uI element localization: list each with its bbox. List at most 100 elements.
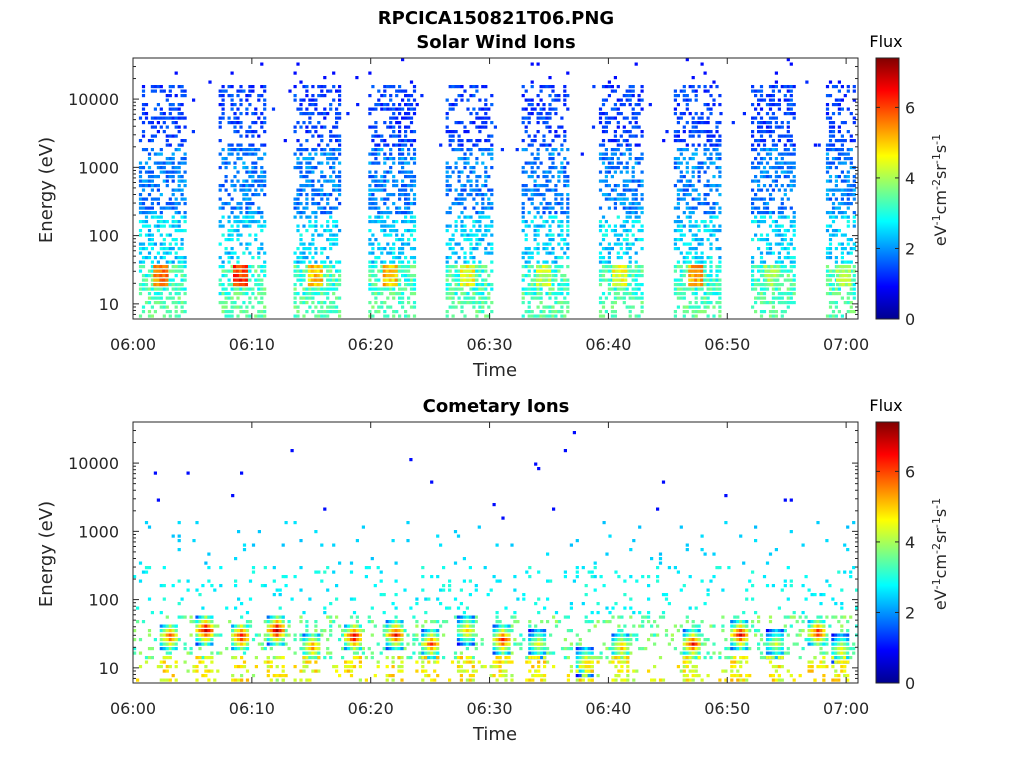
heatmap-cell: [218, 278, 222, 282]
heatmap-cell: [398, 112, 402, 116]
heatmap-cell: [326, 229, 330, 233]
heatmap-cell: [168, 170, 172, 174]
heatmap-cell: [792, 85, 796, 89]
heatmap-cell: [383, 260, 387, 264]
x-axis-label-solar-wind: Time: [472, 360, 517, 381]
heatmap-cell: [706, 238, 710, 242]
heatmap-cell: [852, 310, 856, 314]
heatmap-cell: [843, 233, 847, 237]
heatmap-cell: [767, 274, 771, 278]
heatmap-cell: [789, 260, 793, 264]
heatmap-cell: [395, 233, 399, 237]
heatmap-cell: [825, 314, 830, 318]
heatmap-cell: [320, 148, 324, 152]
heatmap-cell: [533, 292, 537, 296]
heatmap-cell: [451, 274, 455, 278]
heatmap-cell: [843, 161, 847, 165]
heatmap-cell: [398, 157, 402, 161]
heatmap-cell: [618, 274, 622, 278]
heatmap-cell: [697, 278, 701, 282]
heatmap-cell: [524, 116, 528, 120]
heatmap-cell: [634, 143, 638, 147]
heatmap-cell: [478, 242, 482, 246]
heatmap-cell: [688, 242, 692, 246]
heatmap-cell: [239, 121, 243, 125]
heatmap-cell: [248, 251, 252, 255]
heatmap-cell: [239, 112, 243, 116]
heatmap-cell: [368, 251, 372, 255]
heatmap-cell: [673, 89, 677, 93]
heatmap-cell: [618, 278, 622, 282]
heatmap-cell: [773, 283, 777, 287]
heatmap-cell: [834, 229, 838, 233]
heatmap-cell: [141, 179, 146, 183]
heatmap-cell: [757, 179, 761, 183]
heatmap-cell: [404, 206, 408, 210]
heatmap-cell: [230, 305, 234, 309]
heatmap-cell: [374, 296, 378, 300]
heatmap-cell: [326, 202, 330, 206]
heatmap-cell: [757, 98, 761, 102]
heatmap-cell: [718, 287, 722, 291]
heatmap-cell: [774, 314, 778, 318]
heatmap-cell: [153, 197, 157, 201]
heatmap-cell: [263, 638, 267, 642]
heatmap-cell: [144, 206, 149, 210]
heatmap-cell: [706, 107, 710, 111]
heatmap-cell: [566, 247, 570, 251]
heatmap-cell: [566, 148, 570, 152]
heatmap-cell: [536, 292, 540, 296]
heatmap-cell: [180, 112, 184, 116]
heatmap-cell: [314, 202, 318, 206]
heatmap-cell: [694, 238, 698, 242]
heatmap-cell: [481, 215, 485, 219]
heatmap-cell: [392, 161, 396, 165]
heatmap-cell: [718, 265, 722, 269]
heatmap-cell: [221, 292, 225, 296]
heatmap-cell: [774, 121, 778, 125]
heatmap-cell: [566, 184, 570, 188]
heatmap-cell: [634, 220, 638, 224]
heatmap-cell: [616, 251, 620, 255]
heatmap-cell: [323, 247, 327, 251]
heatmap-cell: [263, 152, 267, 156]
heatmap-cell: [314, 629, 318, 633]
heatmap-cell: [329, 238, 333, 242]
heatmap-cell: [305, 94, 309, 98]
heatmap-cell: [545, 148, 549, 152]
heatmap-cell: [759, 269, 764, 273]
heatmap-cell: [260, 301, 264, 305]
heatmap-cell: [840, 193, 844, 197]
heatmap-cell: [840, 314, 844, 318]
heatmap-cell: [141, 220, 146, 224]
heatmap-cell: [703, 278, 707, 282]
heatmap-cell: [490, 134, 494, 138]
heatmap-cell: [230, 265, 234, 269]
heatmap-cell: [221, 85, 225, 89]
heatmap-cell: [697, 229, 701, 233]
heatmap-cell: [557, 256, 561, 260]
heatmap-cell: [401, 148, 405, 152]
heatmap-cell: [640, 152, 644, 156]
heatmap-cell: [628, 89, 632, 93]
heatmap-cell: [454, 98, 458, 102]
heatmap-cell: [685, 179, 689, 183]
heatmap-cell: [682, 287, 686, 291]
heatmap-cell: [783, 98, 787, 102]
heatmap-cell: [225, 606, 229, 610]
heatmap-cell: [673, 238, 677, 242]
heatmap-cell: [165, 161, 169, 165]
heatmap-cell: [329, 157, 333, 161]
heatmap-cell: [180, 269, 184, 273]
heatmap-cell: [177, 85, 181, 89]
heatmap-cell: [852, 269, 856, 273]
heatmap-cell: [777, 260, 781, 264]
heatmap-cell: [338, 170, 342, 174]
heatmap-cell: [789, 292, 793, 296]
heatmap-cell: [141, 134, 146, 138]
heatmap-cell: [383, 188, 387, 192]
heatmap-cell: [314, 530, 318, 534]
heatmap-cell: [144, 521, 149, 525]
heatmap-cell: [302, 278, 306, 282]
heatmap-cell: [539, 283, 543, 287]
